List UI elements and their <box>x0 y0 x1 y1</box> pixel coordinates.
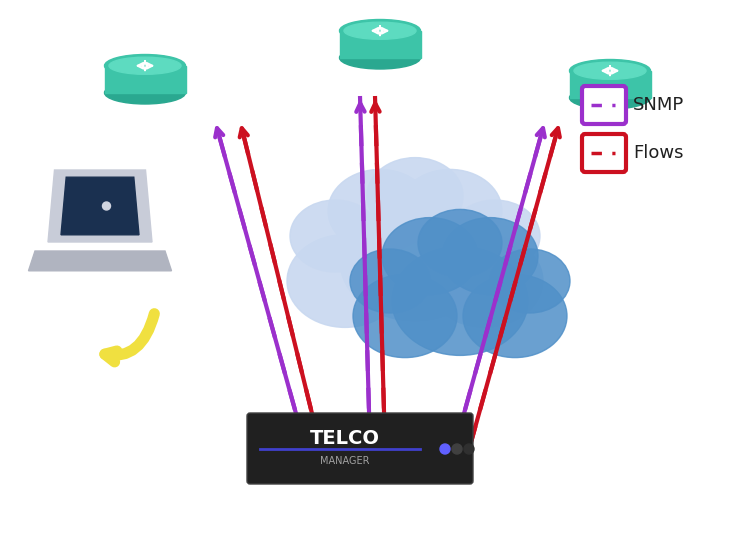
Ellipse shape <box>427 235 543 327</box>
Polygon shape <box>29 251 172 271</box>
Ellipse shape <box>104 82 186 104</box>
Ellipse shape <box>290 200 380 272</box>
Polygon shape <box>48 170 152 242</box>
Ellipse shape <box>398 169 502 252</box>
FancyArrowPatch shape <box>105 314 155 362</box>
Text: LEGEND: LEGEND <box>585 64 648 78</box>
Bar <box>570 71 650 98</box>
Ellipse shape <box>340 201 490 321</box>
Text: TELCO: TELCO <box>310 429 380 449</box>
FancyBboxPatch shape <box>582 134 626 172</box>
Ellipse shape <box>574 62 646 79</box>
FancyBboxPatch shape <box>582 86 626 124</box>
Ellipse shape <box>392 247 528 355</box>
Ellipse shape <box>418 209 502 277</box>
Ellipse shape <box>442 218 538 294</box>
Circle shape <box>440 444 450 454</box>
Ellipse shape <box>109 57 181 74</box>
Text: SNMP: SNMP <box>633 96 684 114</box>
Circle shape <box>464 444 474 454</box>
Text: Flows: Flows <box>633 144 684 162</box>
Ellipse shape <box>287 235 403 327</box>
Ellipse shape <box>340 19 420 42</box>
Bar <box>104 66 186 93</box>
Text: MANAGER: MANAGER <box>320 456 370 467</box>
FancyBboxPatch shape <box>247 413 473 484</box>
Ellipse shape <box>353 274 457 358</box>
Ellipse shape <box>463 274 567 358</box>
Circle shape <box>452 444 462 454</box>
Ellipse shape <box>328 169 432 252</box>
Ellipse shape <box>570 60 650 82</box>
Polygon shape <box>61 177 139 235</box>
Ellipse shape <box>350 249 430 313</box>
Ellipse shape <box>450 200 540 272</box>
Bar <box>340 31 420 58</box>
Circle shape <box>103 202 110 210</box>
Ellipse shape <box>367 158 463 234</box>
Ellipse shape <box>344 22 416 39</box>
Ellipse shape <box>340 46 420 69</box>
Ellipse shape <box>104 55 186 77</box>
Ellipse shape <box>490 249 570 313</box>
Ellipse shape <box>382 218 478 294</box>
Ellipse shape <box>570 87 650 109</box>
